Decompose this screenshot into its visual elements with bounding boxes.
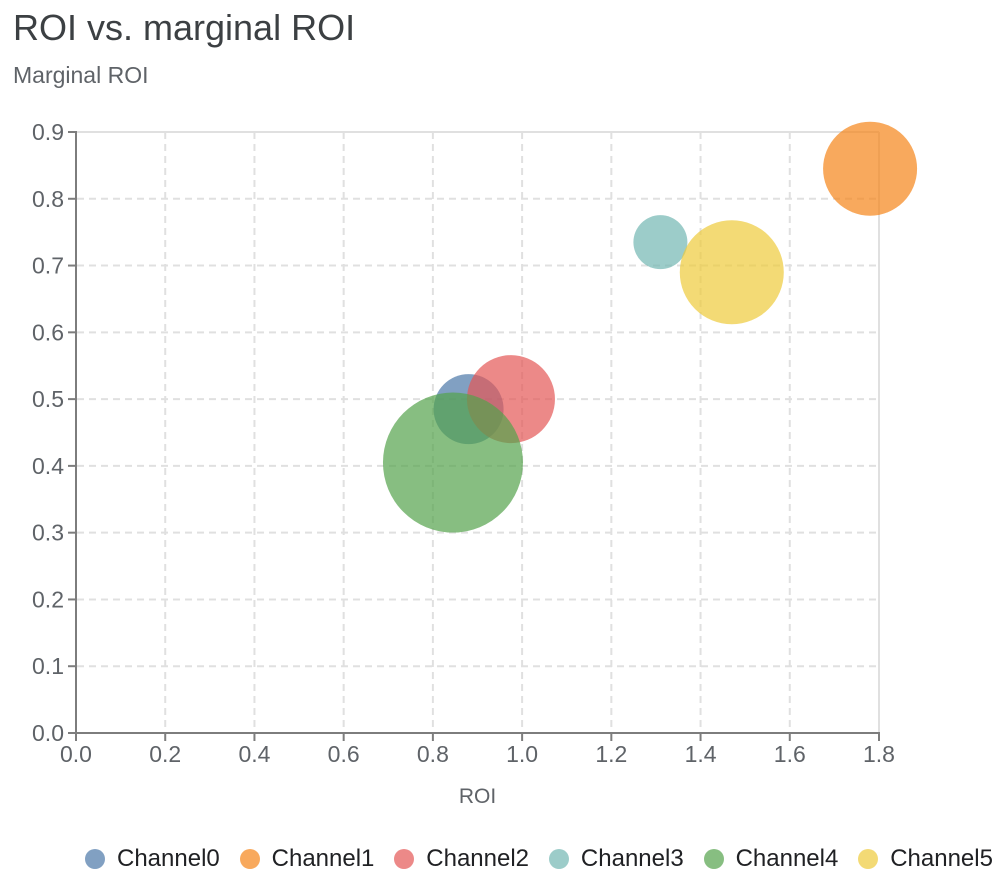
legend-item-channel2[interactable]: Channel2 xyxy=(394,846,529,872)
y-tick-label-0.4: 0.4 xyxy=(32,453,64,479)
legend: Channel0 Channel1 Channel2 Channel3 Channel4… xyxy=(85,845,993,873)
legend-item-channel3[interactable]: Channel3 xyxy=(548,845,684,872)
legend-item-channel1[interactable]: Channel1 xyxy=(239,845,375,872)
legend-item-channel0[interactable]: Channel0 xyxy=(85,846,220,872)
y-tick-label-0.2: 0.2 xyxy=(32,586,64,612)
y-axis-title: Marginal ROI xyxy=(13,62,149,88)
y-tick-label-0.8: 0.8 xyxy=(32,186,64,212)
bubble-channel1[interactable] xyxy=(823,121,918,216)
bubble-channel4[interactable] xyxy=(382,392,523,533)
x-tick-label-1.6: 1.6 xyxy=(774,741,806,767)
legend-item-channel5[interactable]: Channel5 xyxy=(858,846,993,872)
legend-label-channel1: Channel1 xyxy=(271,845,375,872)
x-axis-title: ROI xyxy=(458,785,497,808)
bubble-plot: 0.0 0.1 0.2 0.3 0.4 0.5 0.6 0.7 0.8 0.9 0.0 0.2 0.4 0… xyxy=(32,119,918,767)
x-tick-label-0.2: 0.2 xyxy=(149,741,181,767)
x-tick-label-0.6: 0.6 xyxy=(328,741,360,767)
x-tick-label-1.8: 1.8 xyxy=(863,741,895,767)
y-tick-label-0.9: 0.9 xyxy=(32,119,64,145)
y-tick-label-0.7: 0.7 xyxy=(32,253,64,279)
legend-marker-channel0 xyxy=(85,849,105,869)
y-tick-label-0.0: 0.0 xyxy=(32,720,64,746)
legend-marker-channel2 xyxy=(394,849,415,869)
chart-title: ROI vs. marginal ROI xyxy=(13,7,356,48)
x-tick-label-1.4: 1.4 xyxy=(685,741,717,767)
legend-marker-channel5 xyxy=(858,849,879,869)
y-tick-label-0.3: 0.3 xyxy=(32,520,64,546)
legend-label-channel4: Channel4 xyxy=(735,845,839,872)
x-tick-label-0.8: 0.8 xyxy=(417,741,449,767)
legend-label-channel3: Channel3 xyxy=(580,845,684,872)
legend-label-channel2: Channel2 xyxy=(426,845,530,872)
y-tick-label-0.5: 0.5 xyxy=(32,386,64,412)
x-tick-label-1.2: 1.2 xyxy=(595,741,627,767)
x-tick-label-0.0: 0.0 xyxy=(60,741,92,767)
y-tick-label-0.1: 0.1 xyxy=(32,653,64,679)
bubble-channel5[interactable] xyxy=(679,220,784,325)
x-tick-label-1.0: 1.0 xyxy=(506,741,538,767)
legend-label-channel5: Channel5 xyxy=(890,845,993,872)
legend-marker-channel1 xyxy=(239,849,260,869)
legend-label-channel0: Channel0 xyxy=(117,845,220,872)
legend-marker-channel4 xyxy=(703,849,724,869)
bubble-channel3[interactable] xyxy=(633,215,688,270)
legend-marker-channel3 xyxy=(548,849,569,869)
x-tick-label-0.4: 0.4 xyxy=(238,741,270,767)
y-tick-label-0.6: 0.6 xyxy=(32,319,64,345)
legend-item-channel4[interactable]: Channel4 xyxy=(703,845,839,872)
